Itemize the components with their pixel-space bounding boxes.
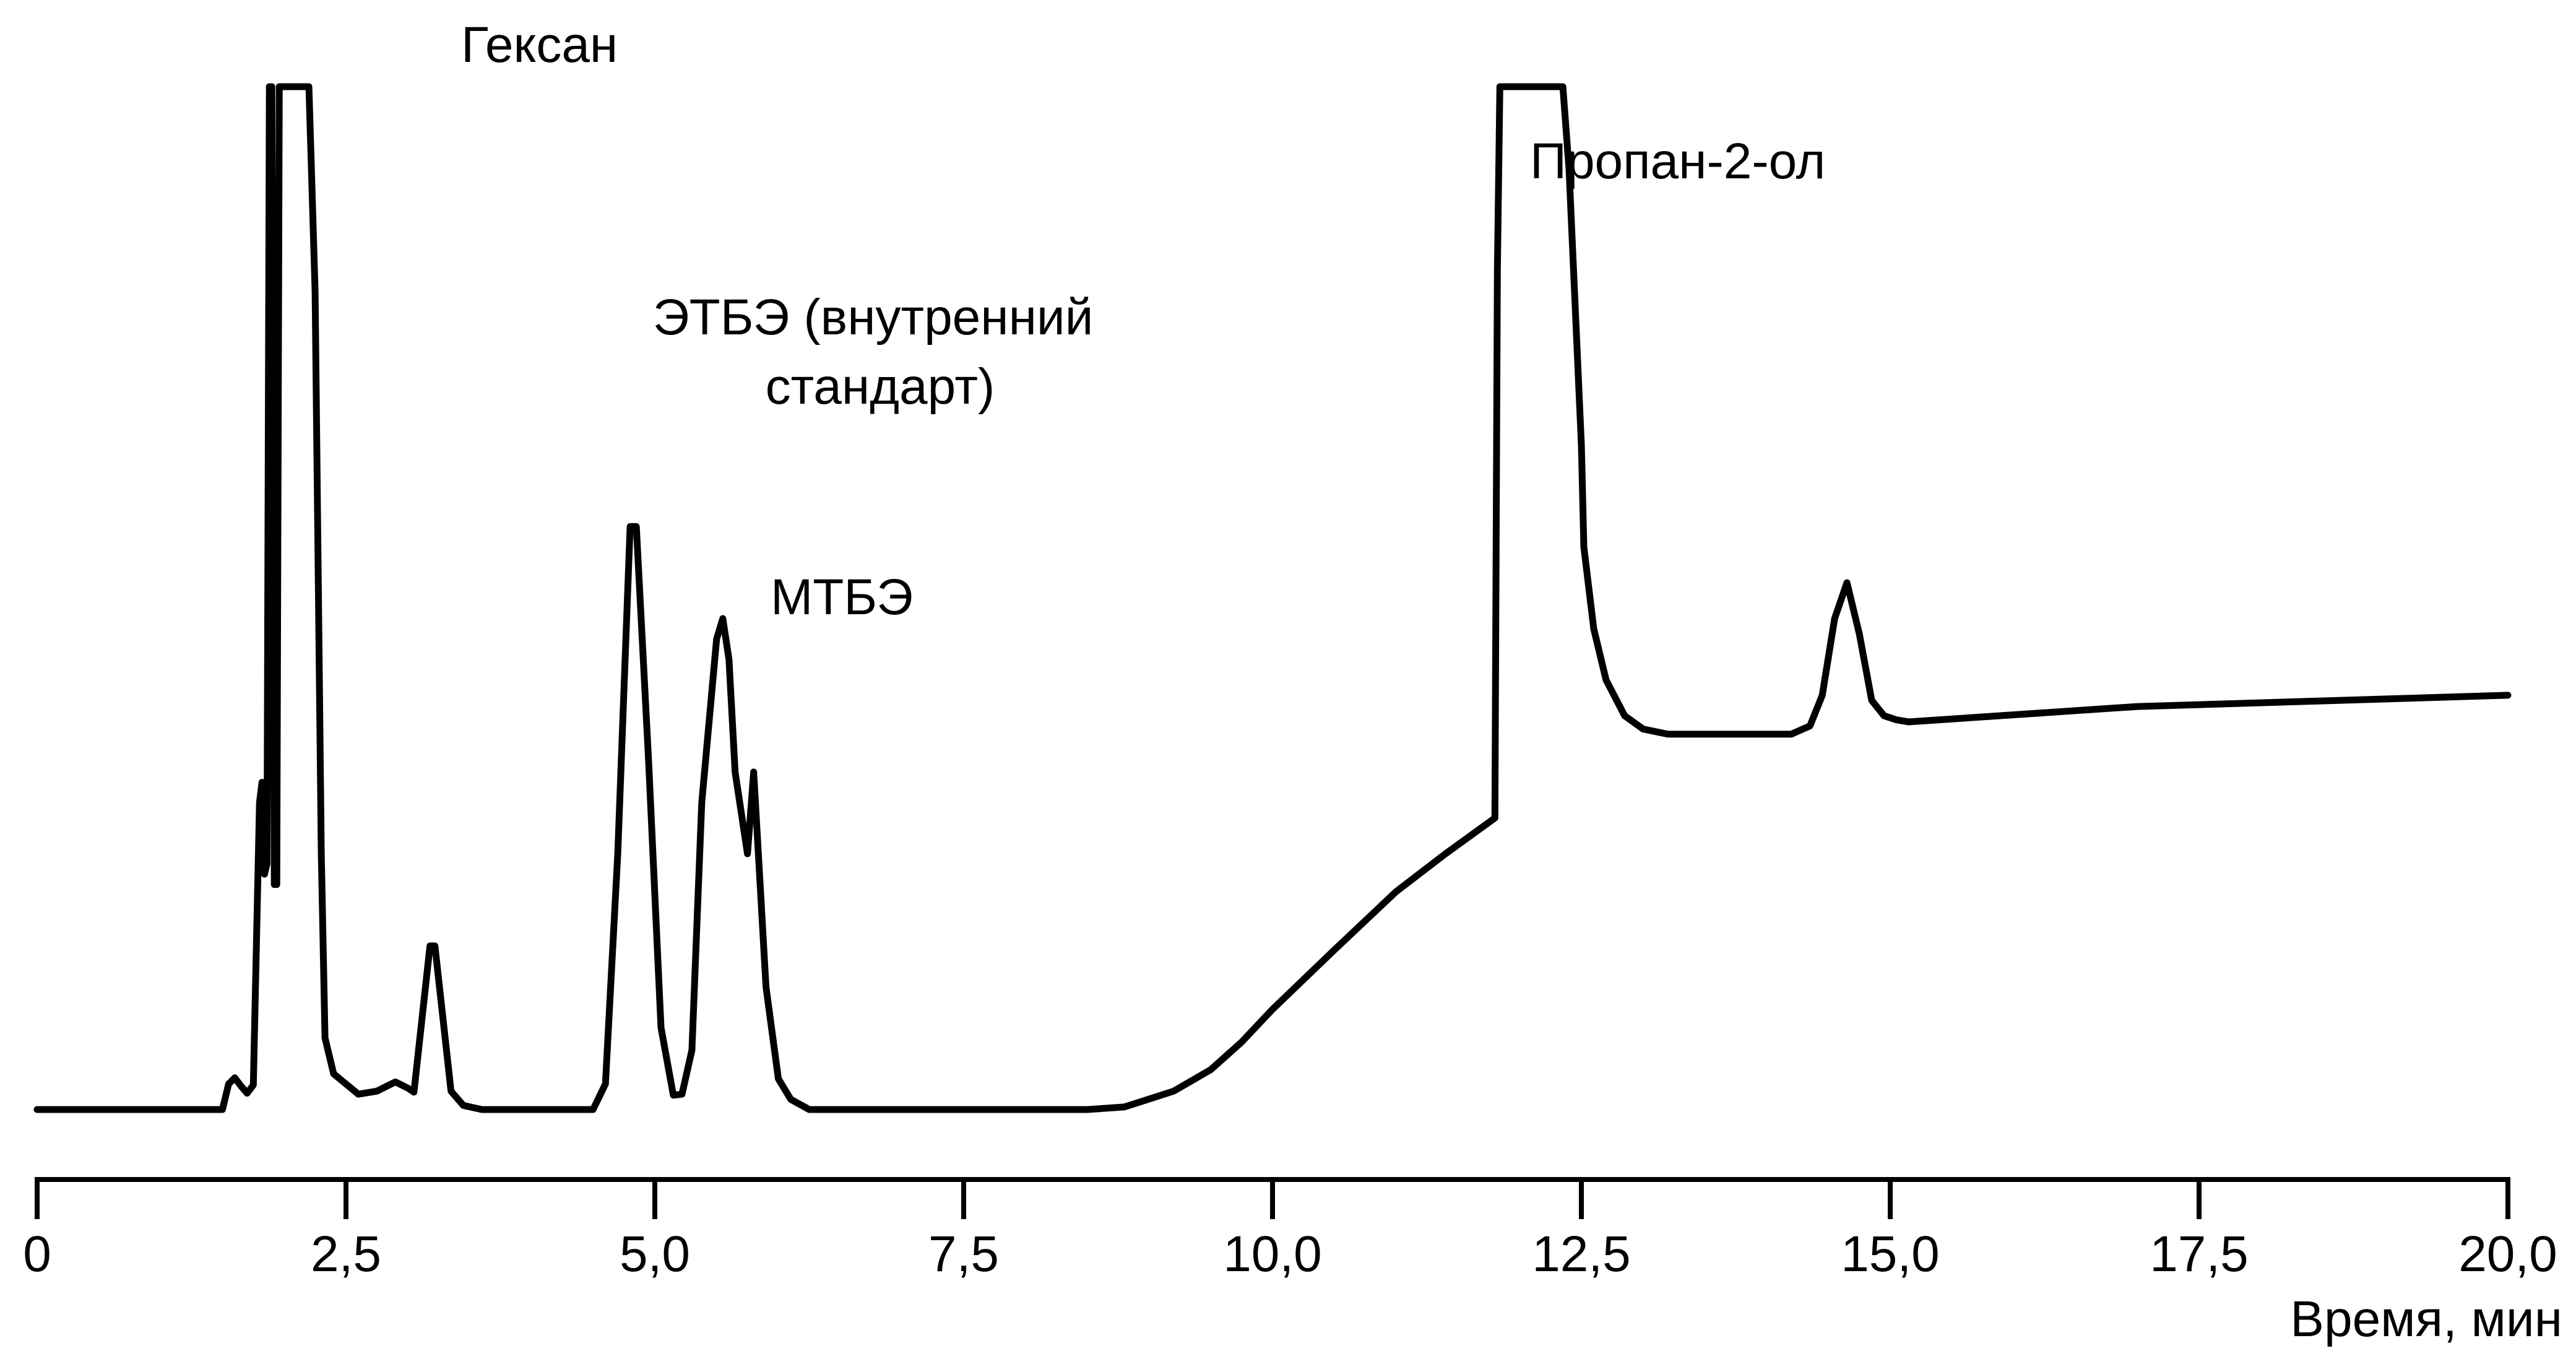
x-tick-label-1: 2,5: [311, 1226, 381, 1282]
peak-label-propan-2-ol: Пропан-2-ол: [1530, 133, 1825, 189]
trace-layer: [33, 83, 2512, 1113]
x-tick-label-3: 7,5: [928, 1226, 999, 1282]
x-tick-label-7: 17,5: [2150, 1226, 2249, 1282]
x-axis: 0 2,5 5,0 7,5 10,0 12,5 15,0 17,5 20,0: [23, 1177, 2557, 1282]
peak-label-mtbe: МТБЭ: [771, 569, 913, 625]
x-axis-ticks: 0 2,5 5,0 7,5 10,0 12,5 15,0 17,5 20,0: [23, 1179, 2557, 1282]
x-tick-label-6: 15,0: [1841, 1226, 1940, 1282]
x-tick-label-5: 12,5: [1532, 1226, 1631, 1282]
peak-label-hexane: Гексан: [461, 17, 618, 73]
chromatogram-trace-0: [33, 83, 2512, 1113]
x-tick-label-2: 5,0: [620, 1226, 690, 1282]
peak-label-etbe-line-2: стандарт): [766, 358, 995, 415]
peak-label-etbe: ЭТБЭ (внутренний стандарт): [653, 289, 1108, 415]
x-tick-label-0: 0: [23, 1226, 51, 1282]
x-axis-title: Время, мин: [2290, 1291, 2562, 1347]
x-tick-label-8: 20,0: [2458, 1226, 2557, 1282]
peak-label-etbe-line-1: ЭТБЭ (внутренний: [653, 289, 1094, 345]
x-tick-label-4: 10,0: [1223, 1226, 1322, 1282]
